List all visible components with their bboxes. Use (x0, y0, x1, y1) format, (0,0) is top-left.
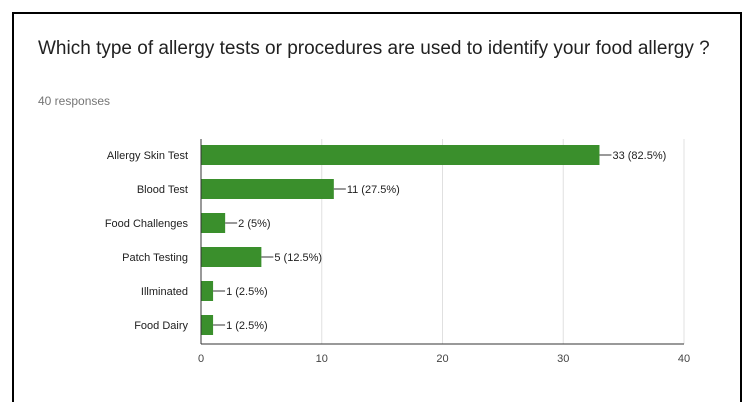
data-label: 5 (12.5%) (274, 252, 322, 264)
x-tick-label: 30 (557, 353, 569, 365)
category-label: Blood Test (137, 184, 188, 196)
chart-card: Which type of allergy tests or procedure… (12, 12, 742, 402)
x-tick-label: 40 (678, 353, 690, 365)
labels: 0 10 20 30 40 Allergy Skin Test 33 (82.5%) Bloo… (105, 150, 690, 365)
response-count: 40 responses (38, 94, 111, 108)
category-label: Allergy Skin Test (107, 150, 188, 162)
data-label: 1 (2.5%) (226, 286, 268, 298)
bar-chart: 0 10 20 30 40 Allergy Skin Test 33 (82.5%) Bloo… (105, 139, 690, 365)
grid-lines (321, 139, 685, 344)
bar (201, 145, 600, 165)
question-title: Which type of allergy tests or procedure… (38, 38, 710, 59)
bars (201, 145, 600, 335)
bar (201, 213, 226, 233)
x-tick-label: 10 (316, 353, 328, 365)
bar (201, 247, 262, 267)
bar (201, 281, 214, 301)
x-tick-label: 20 (436, 353, 448, 365)
data-label: 1 (2.5%) (226, 320, 268, 332)
data-label: 11 (27.5%) (347, 184, 400, 196)
x-tick-label: 0 (198, 353, 204, 365)
data-label: 2 (5%) (238, 218, 270, 230)
category-label: Food Challenges (105, 218, 189, 230)
category-label: Patch Testing (122, 252, 188, 264)
category-label: Food Dairy (134, 320, 188, 332)
bar (201, 179, 334, 199)
bar (201, 315, 214, 335)
data-label: 33 (82.5%) (612, 150, 666, 162)
category-label: Illminated (141, 286, 188, 298)
axes (200, 139, 684, 345)
